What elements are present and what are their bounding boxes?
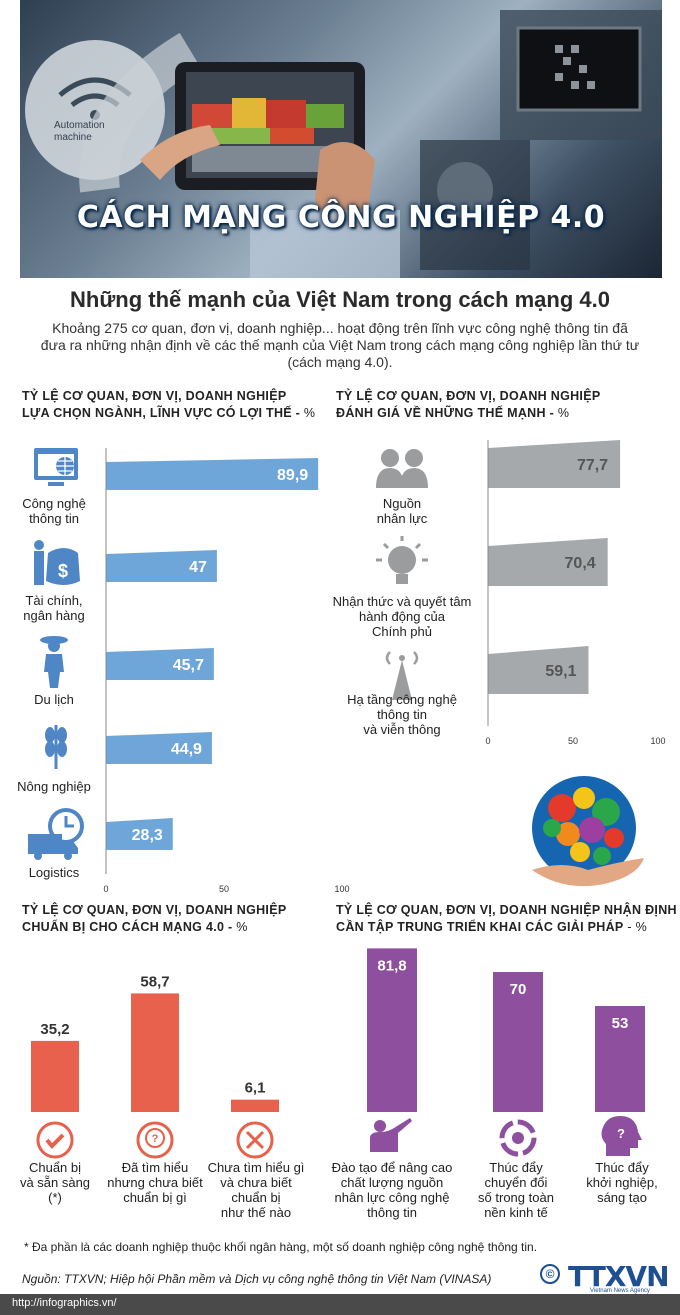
category-label-logistics: Logistics <box>28 865 80 880</box>
category-label-finance: Tài chính, ngân hàng <box>23 593 85 623</box>
sectors-chart-title: TỶ LỆ CƠ QUAN, ĐƠN VỊ, DOANH NGHIỆP LỰA … <box>22 389 316 420</box>
gears-hand-illustration <box>532 776 644 887</box>
delivery-truck-clock-icon <box>28 808 84 860</box>
lightbulb-icon <box>376 536 428 584</box>
svg-text:$: $ <box>58 561 68 581</box>
copyright-symbol: © <box>540 1264 560 1284</box>
teacher-icon <box>370 1118 412 1152</box>
wheat-icon <box>45 725 67 769</box>
solutions-bar-chart: 81,8 70 53 ? <box>367 948 645 1157</box>
sectors-bar <box>106 458 319 490</box>
svg-text:?: ? <box>617 1126 625 1141</box>
strengths-chart-title: TỶ LỆ CƠ QUAN, ĐƠN VỊ, DOANH NGHIỆP ĐÁNH… <box>336 389 601 420</box>
footer-url[interactable]: http://infographics.vn/ <box>12 1297 117 1309</box>
page-subtitle: Những thế mạnh của Việt Nam trong cách m… <box>70 287 610 312</box>
category-label-not-researched: Chưa tìm hiểu gì và chưa biết chuẩn bị như … <box>207 1160 305 1220</box>
hero-title: CÁCH MẠNG CÔNG NGHIỆP 4.0 <box>76 200 606 235</box>
strengths-bar <box>488 646 589 694</box>
strengths-tick-label: 50 <box>568 736 578 746</box>
sectors-bar <box>106 818 173 850</box>
intro-text: Khoảng 275 cơ quan, đơn vị, doanh nghiệp… <box>40 320 640 370</box>
ttxvn-logo: © TTXVN Vietnam News Agency <box>540 1260 670 1294</box>
category-label-researched: Đã tìm hiểu nhưng chưa biết chuẩn bị gì <box>107 1160 203 1205</box>
check-circle-icon <box>36 1121 74 1159</box>
category-label-training: Đào tạo để nâng cao chất lượng nguồn nhân … <box>331 1160 453 1220</box>
preparation-bar <box>131 993 179 1112</box>
strengths-bar <box>488 440 621 488</box>
strengths-value-label: 59,1 <box>545 663 576 680</box>
question-circle-icon: ? <box>136 1121 174 1159</box>
hero-illustration <box>25 10 662 278</box>
sectors-bar <box>106 550 217 582</box>
solutions-value-label: 70 <box>510 981 527 998</box>
cross-circle-icon <box>236 1121 274 1159</box>
preparation-chart-title: TỶ LỆ CƠ QUAN, ĐƠN VỊ, DOANH NGHIỆP CHUẨ… <box>22 903 287 934</box>
sectors-value-label: 44,9 <box>171 741 202 758</box>
category-label-digital-transformation: Thúc đẩy chuyển đổi số trong toàn nền kinh … <box>478 1160 554 1220</box>
preparation-value-label: 6,1 <box>245 1080 266 1097</box>
category-label-it: Công nghệ thông tin <box>22 496 86 526</box>
category-label-agriculture: Nông nghiệp <box>17 779 91 794</box>
sectors-bar <box>106 648 214 680</box>
sectors-value-label: 47 <box>189 559 207 576</box>
sectors-tick-label: 0 <box>103 884 108 894</box>
category-label-government: Nhận thức và quyết tâm hành động của Chính… <box>332 594 472 639</box>
footnote: * Đa phần là các doanh nghiệp thuộc khối… <box>24 1240 538 1254</box>
head-question-icon: ? <box>601 1116 642 1156</box>
solutions-value-label: 53 <box>612 1015 629 1032</box>
antenna-tower-icon <box>385 651 419 700</box>
sectors-value-label: 28,3 <box>132 827 163 844</box>
category-label-human-resources: Nguồn nhân lực <box>376 496 428 526</box>
preparation-bar <box>231 1099 279 1112</box>
strengths-tick-label: 100 <box>650 736 665 746</box>
category-label-tourism: Du lịch <box>34 692 74 707</box>
solutions-bar <box>367 948 417 1112</box>
transform-cycle-icon <box>499 1119 537 1157</box>
strengths-bar-chart: 77,7 70,4 59,1 0 50 100 <box>376 440 666 746</box>
computer-globe-icon <box>34 448 78 486</box>
solutions-chart-title: TỶ LỆ CƠ QUAN, ĐƠN VỊ, DOANH NGHIỆP NHẬN… <box>336 903 677 934</box>
strengths-bar <box>488 538 608 586</box>
logo-subtext: Vietnam News Agency <box>590 1288 650 1294</box>
strengths-value-label: 77,7 <box>577 457 608 474</box>
category-label-startup: Thúc đẩy khởi nghiệp, sáng tạo <box>586 1160 658 1205</box>
strengths-value-label: 70,4 <box>565 555 596 572</box>
hero-banner: Automation machine CÁCH MẠNG CÔNG NGHIỆP… <box>20 0 662 278</box>
preparation-value-label: 58,7 <box>140 973 169 990</box>
preparation-bar-chart: 35,2 58,7 6,1 ? <box>31 973 279 1159</box>
preparation-bar <box>31 1040 79 1112</box>
category-label-ready: Chuẩn bị và sẵn sàng (*) <box>19 1160 91 1205</box>
strengths-tick-label: 0 <box>485 736 490 746</box>
people-icon <box>376 449 428 488</box>
finance-money-icon: $ <box>34 540 80 585</box>
solutions-bar <box>493 972 543 1112</box>
sectors-value-label: 45,7 <box>173 657 204 674</box>
footer-bar: http://infographics.vn/ <box>0 1294 680 1315</box>
source-note: Nguồn: TTXVN; Hiệp hội Phần mềm và Dịch … <box>22 1272 492 1286</box>
sectors-tick-label: 100 <box>334 884 349 894</box>
automation-machine-label: Automation machine <box>54 120 105 143</box>
sectors-bar <box>106 732 212 764</box>
sectors-tick-label: 50 <box>219 884 229 894</box>
category-label-ict-infrastructure: Hạ tầng công nghệ thông tin và viễn thông <box>347 692 457 737</box>
solutions-value-label: 81,8 <box>377 957 406 974</box>
tourist-icon <box>40 636 68 688</box>
logo-text: TTXVN <box>568 1260 670 1293</box>
sectors-value-label: 89,9 <box>277 467 308 484</box>
preparation-value-label: 35,2 <box>40 1021 69 1038</box>
solutions-bar <box>595 1006 645 1112</box>
sectors-bar-chart: $ 89,9 47 45,7 44,9 28,3 0 50 100 <box>28 448 350 894</box>
svg-text:?: ? <box>152 1133 159 1145</box>
